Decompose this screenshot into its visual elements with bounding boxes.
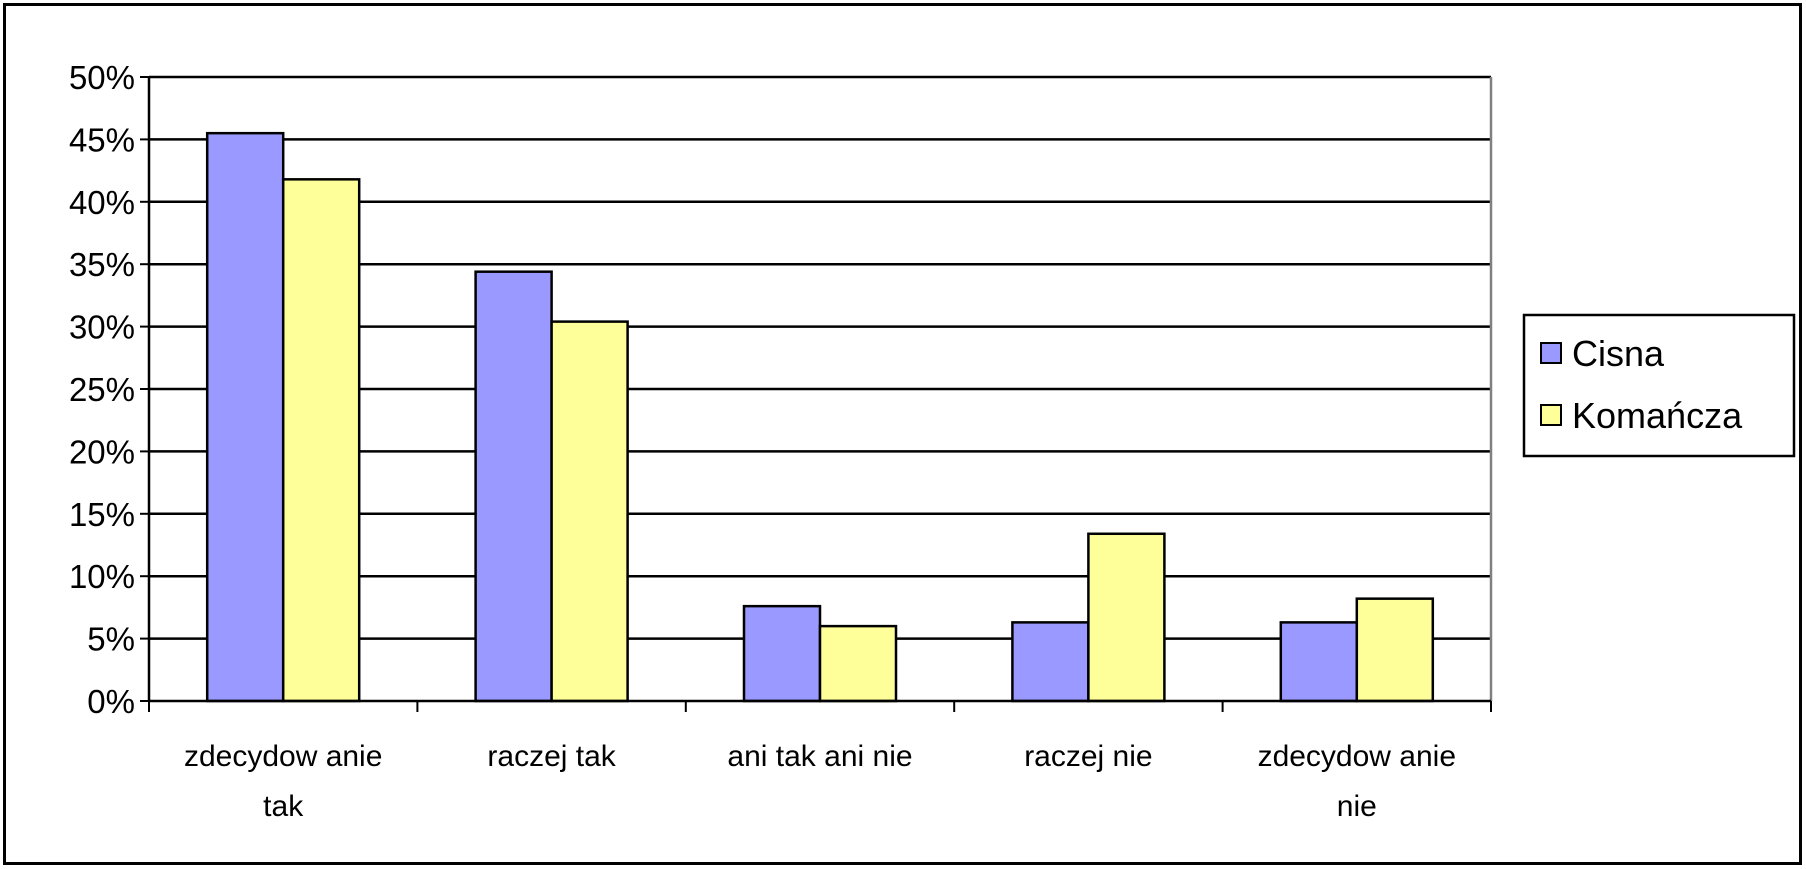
legend-label-cisna: Cisna <box>1572 333 1665 374</box>
x-category-label: nie <box>1337 790 1377 823</box>
y-tick-label: 15% <box>69 496 135 533</box>
y-tick-label: 45% <box>69 121 135 158</box>
y-tick-label: 40% <box>69 184 135 221</box>
y-tick-label: 0% <box>87 683 135 720</box>
x-axis-category-labels: zdecydow anie tak raczej tak ani tak ani ni… <box>184 740 1456 823</box>
x-category-label: raczej nie <box>1024 740 1152 773</box>
y-axis-tick-labels: 0% 5% 10% 15% 20% 25% 30% 35% 40% 45% 50% <box>69 59 135 720</box>
legend-swatch-komańcza <box>1540 404 1562 426</box>
gridlines <box>149 75 1491 640</box>
legend-label-komańcza: Komańcza <box>1572 395 1743 436</box>
legend-box <box>1522 313 1796 458</box>
y-tick-label: 10% <box>69 558 135 595</box>
x-category-label: tak <box>263 790 304 823</box>
y-tick-label: 30% <box>69 309 135 346</box>
legend-swatch-cisna <box>1540 342 1562 364</box>
y-tick-label: 25% <box>69 371 135 408</box>
bar-cisna <box>1279 621 1359 703</box>
bar-komańcza <box>281 178 361 703</box>
bar-cisna <box>1011 621 1090 703</box>
y-tick-label: 20% <box>69 433 135 470</box>
y-tick-label: 5% <box>87 621 135 658</box>
x-category-label: raczej tak <box>487 740 616 773</box>
x-category-label: zdecydow anie <box>1258 740 1456 773</box>
bar-cisna <box>742 604 822 703</box>
legend: Cisna Komańcza <box>1522 313 1796 458</box>
y-tick-label: 50% <box>69 59 135 96</box>
bar-cisna <box>205 131 285 703</box>
bars <box>205 131 1435 703</box>
bar-komańcza <box>1355 597 1435 703</box>
bar-komańcza <box>550 320 629 703</box>
bar-komańcza <box>818 624 898 703</box>
bar-cisna <box>474 270 553 703</box>
y-tick-label: 35% <box>69 246 135 283</box>
x-category-label: zdecydow anie <box>184 740 382 773</box>
x-category-label: ani tak ani nie <box>727 740 912 773</box>
bar-komańcza <box>1087 532 1166 703</box>
axes <box>140 76 1493 712</box>
